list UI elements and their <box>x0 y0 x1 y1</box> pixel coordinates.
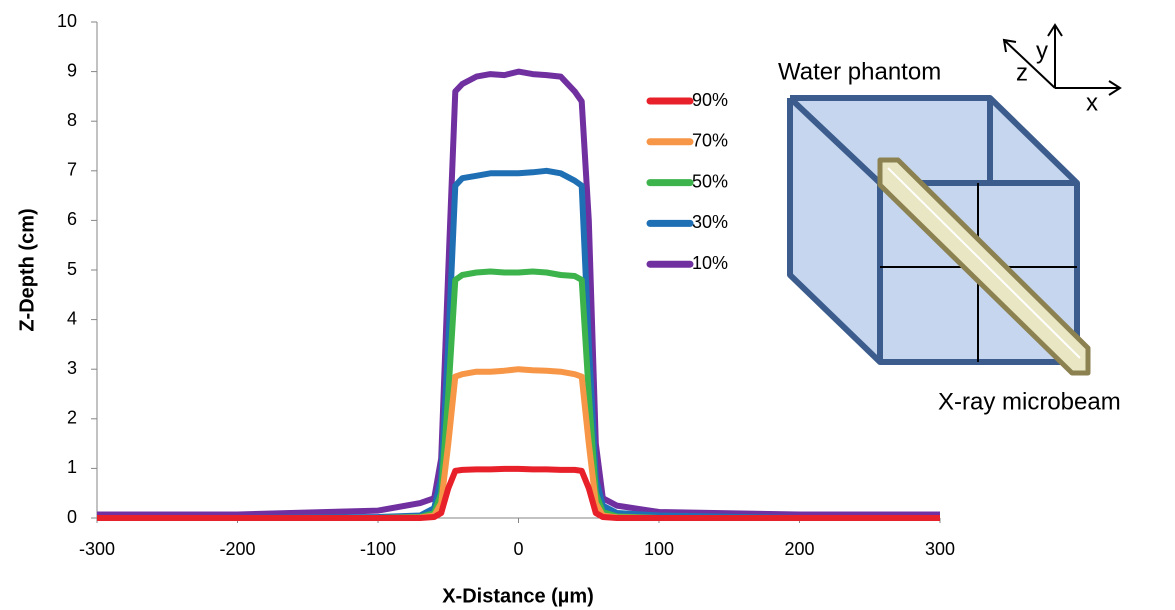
series-line <box>97 268 940 521</box>
x-tick-label: -200 <box>219 539 255 559</box>
y-tick-label: 2 <box>67 408 77 428</box>
annotation: Water phantom <box>778 58 941 85</box>
y-axis-title: Z-Depth (cm) <box>16 208 38 331</box>
legend-label: 50% <box>692 171 728 191</box>
series-line <box>97 465 940 521</box>
x-tick-label: 300 <box>925 539 955 559</box>
axis-icon <box>1002 23 1122 96</box>
x-tick-label: 100 <box>644 539 674 559</box>
x-tick-label: -100 <box>360 539 396 559</box>
y-tick-label: 6 <box>67 209 77 229</box>
legend-label: 70% <box>692 131 728 151</box>
microbeam-edge <box>887 167 1081 359</box>
annotation: x <box>1086 89 1098 116</box>
annotation: X-ray microbeam <box>938 388 1121 415</box>
y-tick-label: 5 <box>67 259 77 279</box>
microbeam <box>877 157 1091 376</box>
legend-label: 10% <box>692 253 728 273</box>
series-line <box>97 366 940 521</box>
annotation: z <box>1016 59 1028 86</box>
y-tick-label: 7 <box>67 160 77 180</box>
phantom-diagram: Water phantom X-ray microbeam x y z <box>778 23 1122 415</box>
y-tick-label: 3 <box>67 358 77 378</box>
x-tick-label: 0 <box>513 539 523 559</box>
y-tick-label: 9 <box>67 60 77 80</box>
y-tick-label: 4 <box>67 308 77 328</box>
x-tick-label: 200 <box>784 539 814 559</box>
legend-label: 90% <box>692 90 728 110</box>
y-tick-label: 1 <box>67 457 77 477</box>
y-tick-label: 10 <box>57 11 77 31</box>
annotation: y <box>1036 37 1048 64</box>
legend-label: 30% <box>692 212 728 232</box>
y-tick-label: 0 <box>67 507 77 527</box>
cube-edges <box>787 95 1080 365</box>
x-axis-title: X-Distance (µm) <box>442 585 594 607</box>
x-tick-label: -300 <box>79 539 115 559</box>
y-tick-label: 8 <box>67 110 77 130</box>
